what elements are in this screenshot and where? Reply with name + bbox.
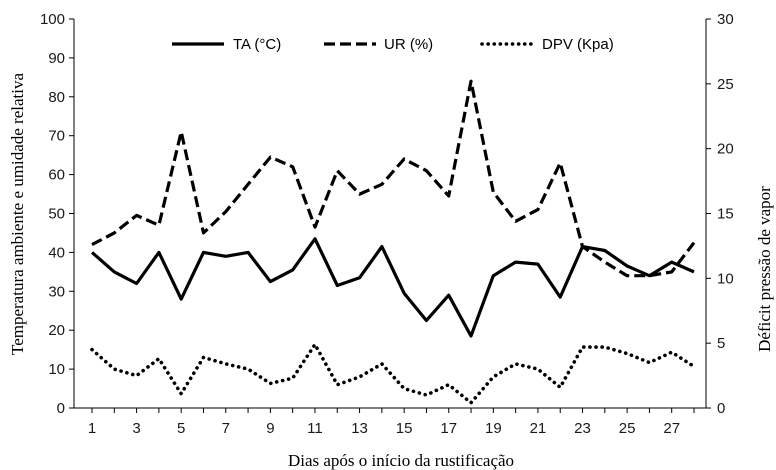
- x-tick-label: 23: [574, 420, 591, 437]
- y-left-tick-label: 70: [48, 128, 65, 145]
- y-left-tick-label: 60: [48, 167, 65, 184]
- y-right-tick-label: 15: [717, 206, 734, 223]
- legend-label: DPV (Kpa): [542, 36, 614, 53]
- y-left-tick-label: 100: [40, 11, 65, 28]
- x-tick-label: 19: [485, 420, 502, 437]
- y-axis-right-title: Déficit pressão de vapor: [755, 186, 774, 352]
- y-left-tick-label: 50: [48, 206, 65, 223]
- y-left-tick-label: 90: [48, 50, 65, 67]
- legend-label: UR (%): [384, 36, 433, 53]
- x-tick-label: 5: [177, 420, 185, 437]
- series-line-solid: [90, 237, 695, 338]
- y-left-tick-label: 0: [57, 400, 65, 417]
- series-lines: [90, 79, 696, 405]
- x-tick-label: 15: [396, 420, 413, 437]
- y-right-tick-label: 10: [717, 270, 734, 287]
- series-line-dotted: [90, 342, 696, 405]
- x-tick-label: 21: [530, 420, 547, 437]
- legend: TA (°C) UR (%) DPV (Kpa): [172, 36, 614, 53]
- y-right-tick-label: 5: [717, 335, 725, 352]
- x-tick-label: 7: [222, 420, 230, 437]
- y-right-tick-label: 25: [717, 76, 734, 93]
- x-tick-label: 9: [266, 420, 274, 437]
- x-tick-label: 13: [351, 420, 368, 437]
- x-tick-label: 25: [619, 420, 636, 437]
- legend-label: TA (°C): [233, 36, 281, 53]
- x-tick-label: 11: [307, 420, 323, 437]
- y-left-tick-label: 40: [48, 244, 65, 261]
- x-tick-label: 1: [88, 420, 96, 437]
- y-right-tick-label: 0: [717, 400, 725, 417]
- y-left-tick-label: 20: [48, 322, 65, 339]
- x-axis-title: Dias após o início da rustificação: [288, 451, 514, 470]
- series-line-dashed: [91, 79, 696, 278]
- y-left-tick-label: 30: [48, 283, 65, 300]
- y-right-tick-label: 20: [717, 141, 734, 158]
- x-tick-label: 17: [440, 420, 457, 437]
- y-left-tick-label: 80: [48, 89, 65, 106]
- y-left-tick-label: 10: [48, 361, 65, 378]
- x-tick-label: 3: [132, 420, 140, 437]
- y-axis-left-title: Temperatura ambiente e umidade relativa: [8, 73, 27, 355]
- y-right-tick-label: 30: [717, 11, 734, 28]
- x-tick-label: 27: [663, 420, 680, 437]
